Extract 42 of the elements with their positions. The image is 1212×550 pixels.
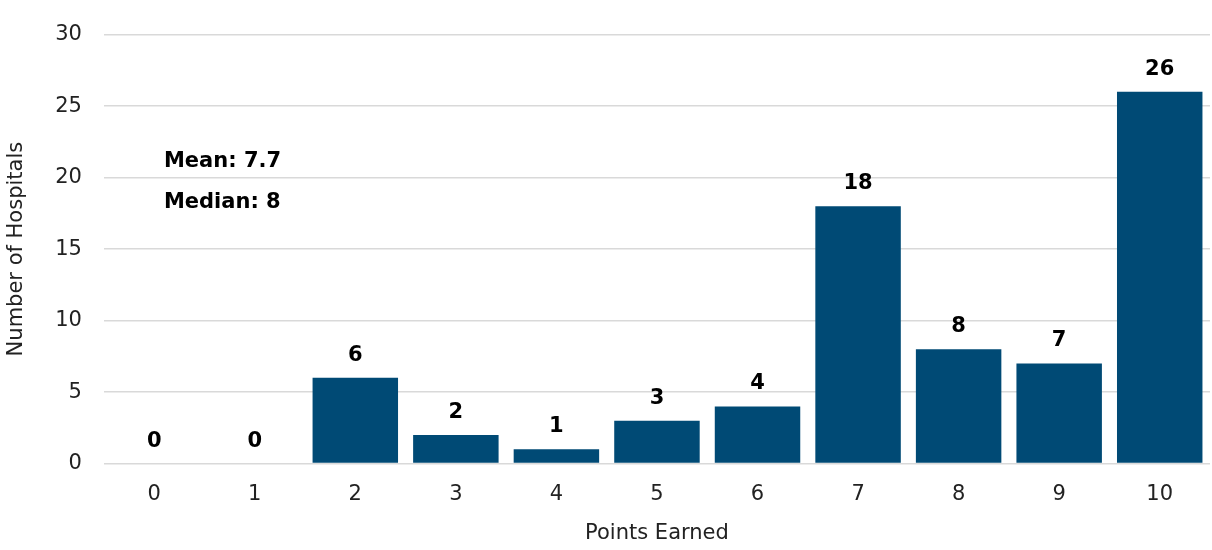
y-tick-label: 10 [55, 307, 82, 332]
bar [513, 449, 600, 463]
data-label: 0 [146, 427, 162, 452]
bar [413, 435, 499, 463]
data-label: 0 [247, 427, 263, 452]
annotation: Mean: 7.7 [163, 148, 282, 173]
bar [714, 406, 801, 463]
bar [1016, 363, 1102, 463]
x-tick-label: 1 [248, 480, 262, 505]
data-label: 6 [347, 341, 363, 366]
x-tick-label: 3 [449, 480, 463, 505]
y-axis-title: Number of Hospitals [3, 141, 28, 357]
data-label: 8 [951, 313, 966, 338]
y-tick-label: 5 [68, 378, 82, 403]
x-axis-title: Points Earned [585, 519, 729, 544]
x-tick-label: 0 [147, 480, 161, 505]
x-tick-label: 9 [1052, 480, 1066, 505]
x-tick-label: 7 [851, 480, 865, 505]
bar [614, 420, 700, 463]
y-tick-label: 25 [55, 92, 82, 117]
x-tick-label: 8 [951, 480, 966, 505]
x-tick-label: 5 [650, 480, 664, 505]
data-label: 1 [549, 413, 564, 438]
x-tick-label: 4 [549, 480, 564, 505]
bar [1116, 91, 1203, 463]
x-tick-label: 6 [750, 480, 765, 505]
data-label: 18 [843, 170, 873, 195]
bar [312, 377, 399, 463]
data-label: 4 [750, 370, 765, 395]
data-label: 26 [1145, 55, 1175, 80]
data-label: 2 [448, 398, 464, 423]
x-tick-label: 10 [1146, 480, 1174, 505]
annotation: Median: 8 [163, 189, 281, 214]
y-tick-label: 0 [68, 450, 82, 475]
data-label: 3 [649, 384, 665, 409]
y-tick-label: 20 [55, 164, 82, 189]
data-label: 7 [1051, 327, 1067, 352]
x-tick-label: 2 [348, 480, 362, 505]
y-tick-label: 30 [55, 21, 82, 46]
bar [915, 349, 1002, 463]
y-tick-label: 15 [55, 235, 82, 260]
bar [815, 206, 901, 463]
